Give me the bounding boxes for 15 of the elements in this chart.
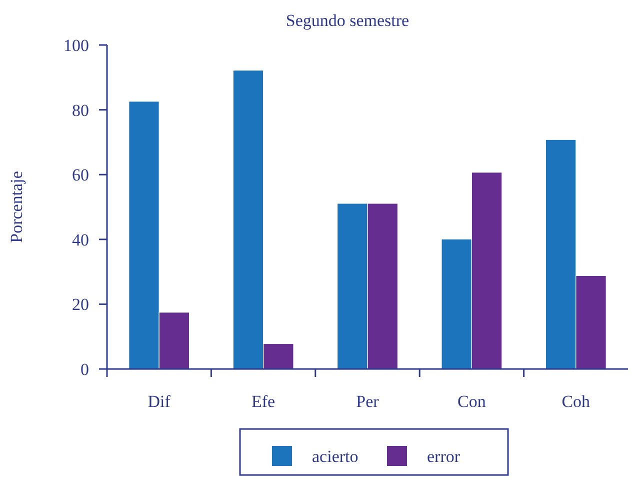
legend-label: error: [427, 446, 460, 466]
legend-label: acierto: [312, 446, 358, 466]
x-tick-label: Dif: [148, 392, 171, 411]
x-tick-label: Coh: [562, 392, 591, 411]
y-tick-label: 0: [80, 360, 89, 379]
x-tick-label: Efe: [252, 392, 276, 411]
chart-title: Segundo semestre: [286, 11, 410, 30]
y-tick-label: 40: [72, 230, 89, 250]
y-tick-label: 80: [72, 100, 89, 120]
x-tick-label: Con: [458, 392, 486, 411]
y-tick-label: 60: [72, 166, 89, 185]
y-tick-label: 20: [72, 295, 89, 314]
x-tick-label: Per: [356, 392, 380, 411]
y-axis-title: Porcentaje: [7, 171, 26, 243]
y-tick-label: 100: [64, 36, 89, 55]
